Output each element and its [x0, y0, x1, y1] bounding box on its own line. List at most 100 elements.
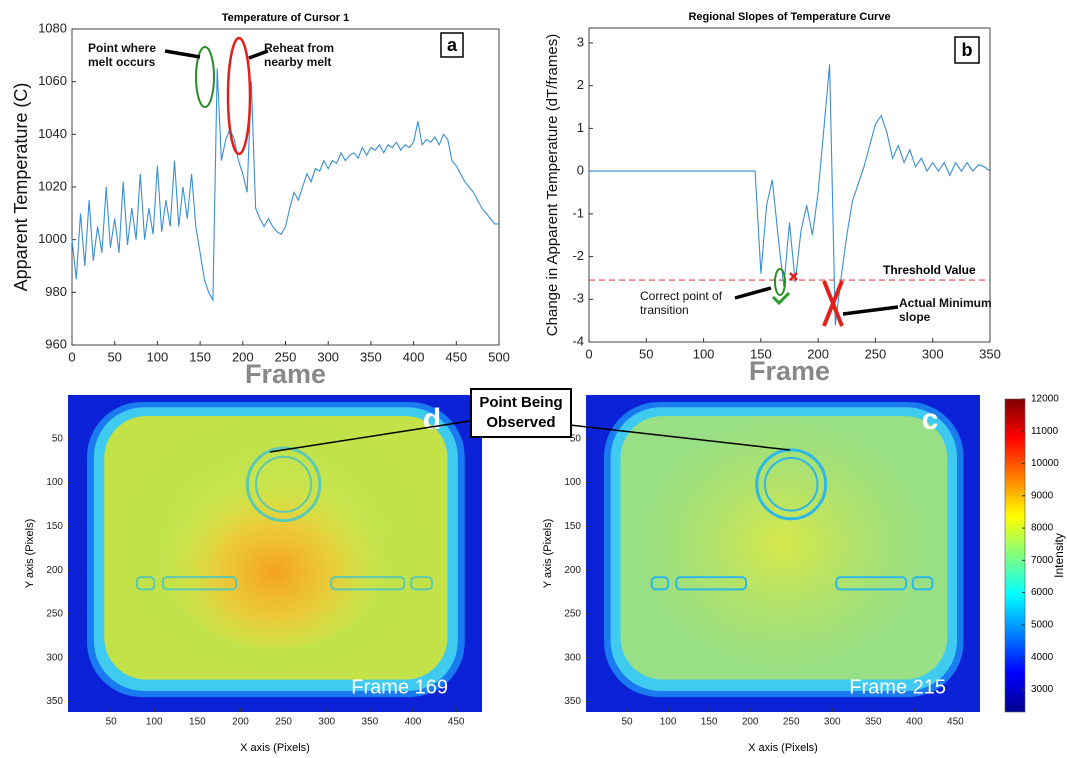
y-tick-label: 50: [570, 433, 582, 444]
panel-label: a: [447, 35, 458, 55]
colorbar-tick-label: 5000: [1031, 620, 1054, 631]
panel-label-box: [440, 32, 464, 58]
feature-bar: [675, 576, 748, 591]
annotation: Actual Minimum slope: [899, 296, 992, 324]
frame-label: Frame 169: [351, 676, 448, 698]
line-series: [589, 64, 991, 325]
y-tick-label: 960: [45, 336, 67, 351]
big-x: [822, 280, 844, 327]
marker-ellipse: [226, 36, 252, 156]
x-tick-label: 350: [360, 349, 382, 364]
callout: Point Being Observed: [470, 388, 572, 438]
y-tick-label: 150: [564, 521, 581, 532]
colorbar-label: Intensity: [1052, 533, 1066, 578]
panel-label-box: [954, 36, 980, 64]
x-tick-label: 100: [147, 349, 169, 364]
x-tick-label: 200: [807, 346, 829, 361]
x-tick-label: 300: [317, 349, 339, 364]
marker-ellipse: [774, 268, 786, 296]
x-tick-label: 200: [232, 717, 249, 728]
y-tick-label: 150: [46, 521, 63, 532]
panel-label: b: [962, 40, 973, 60]
y-tick-label: 350: [46, 696, 63, 707]
x-tick-label: 400: [403, 349, 425, 364]
x-tick-label: 450: [947, 717, 964, 728]
panel-label: d: [423, 403, 441, 436]
y-tick-label: 1080: [38, 20, 67, 35]
colorbar-tick-label: 7000: [1031, 555, 1054, 566]
x-tick-label: 350: [979, 346, 1001, 361]
y-tick-label: 1000: [38, 231, 67, 246]
x-tick-label: 250: [865, 346, 887, 361]
x-tick-label: 150: [189, 717, 206, 728]
x-tick-label: 50: [639, 346, 653, 361]
pointer: [164, 49, 201, 59]
plot-area: [71, 28, 500, 346]
chart-title: Temperature of Cursor 1: [222, 12, 350, 24]
annotation: Reheat from nearby melt: [264, 41, 335, 69]
x-tick-label: 150: [189, 349, 211, 364]
x-tick-label: 350: [865, 717, 882, 728]
y-tick-label: -4: [572, 333, 584, 348]
y-tick-label: -1: [572, 205, 584, 220]
y-tick-label: 1060: [38, 73, 67, 88]
y-tick-label: 100: [564, 477, 581, 488]
y-tick-label: 50: [52, 433, 64, 444]
y-tick-label: 250: [46, 609, 63, 620]
chart-title: Regional Slopes of Temperature Curve: [688, 11, 890, 23]
y-tick-label: 100: [46, 477, 63, 488]
x-tick-label: 350: [362, 717, 379, 728]
pointer: [248, 49, 269, 60]
annotation: Correct point of transition: [640, 289, 723, 317]
check-mark: [771, 291, 791, 306]
colorbar-tick-label: 8000: [1031, 523, 1054, 534]
marker-ellipse: [195, 46, 215, 108]
x-tick-label: 250: [783, 717, 800, 728]
callout-line: [269, 420, 471, 453]
x-axis-label: X axis (Pixels): [240, 742, 310, 754]
feature-bar: [161, 576, 238, 591]
y-tick-label: 300: [564, 652, 581, 663]
y-tick-label: -2: [572, 248, 584, 263]
colorbar-tick-label: 11000: [1031, 426, 1059, 437]
colorbar-tick-label: 4000: [1031, 652, 1054, 663]
ring-outer: [245, 446, 322, 523]
x-tick-label: 500: [488, 349, 510, 364]
ring-inner: [255, 455, 313, 513]
y-tick-label: 200: [564, 565, 581, 576]
x-tick-label: 100: [660, 717, 677, 728]
annotation: Point where melt occurs: [88, 41, 157, 69]
x-tick-label: 150: [701, 717, 718, 728]
colorbar-tick-label: 10000: [1031, 458, 1059, 469]
y-tick-label: 250: [564, 609, 581, 620]
feature-bar: [410, 576, 433, 591]
y-tick-label: 1040: [38, 126, 67, 141]
feature-bar: [650, 576, 670, 591]
y-axis-label: Y axis (Pixels): [24, 519, 36, 588]
line-series: [71, 68, 499, 303]
plot-area: [588, 27, 991, 343]
colorbar: [1004, 398, 1026, 713]
x-tick-label: 450: [448, 717, 465, 728]
y-tick-label: 1020: [38, 178, 67, 193]
colorbar-tick-label: 6000: [1031, 587, 1054, 598]
x-tick-label: 50: [107, 349, 121, 364]
feature-bar: [835, 576, 908, 591]
feature-bar: [911, 576, 934, 591]
x-tick-label: 50: [106, 717, 118, 728]
x-tick-label: 400: [405, 717, 422, 728]
x-tick-label: 450: [445, 349, 467, 364]
y-tick-label: 300: [46, 652, 63, 663]
y-tick-label: 0: [577, 163, 584, 178]
colorbar-tick-label: 3000: [1031, 684, 1054, 695]
y-tick-label: 350: [564, 696, 581, 707]
x-tick-label: 200: [232, 349, 254, 364]
colorbar-tick-label: 9000: [1031, 490, 1054, 501]
x-tick-label: 300: [318, 717, 335, 728]
y-tick-label: 1: [577, 120, 584, 135]
x-tick-label: 0: [68, 349, 75, 364]
ring-inner: [763, 457, 819, 512]
small-x: [789, 272, 798, 281]
